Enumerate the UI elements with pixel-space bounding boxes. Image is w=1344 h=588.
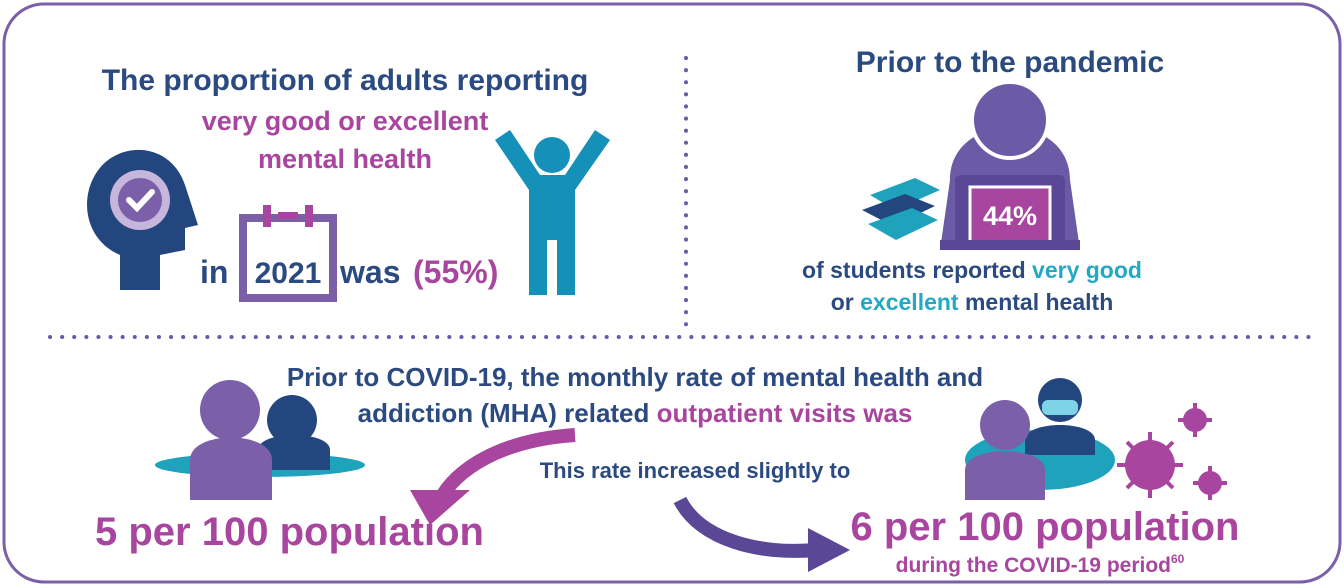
adults-year: 2021 [255, 257, 322, 290]
students-highlight: very good [1032, 257, 1142, 283]
students-highlight: excellent [860, 289, 959, 315]
students-value: 44% [983, 201, 1037, 231]
students-text: or [831, 289, 854, 315]
adults-title: The proportion of adults reporting [102, 64, 589, 97]
adults-highlight: mental health [258, 144, 432, 174]
outpatient-increase: This rate increased slightly to [540, 458, 851, 483]
infographic: The proportion of adults reporting very … [0, 0, 1344, 588]
adults-was: was [339, 254, 400, 290]
adults-highlight: very good or excellent [202, 106, 489, 136]
outpatient-highlight: outpatient visits was [657, 398, 913, 428]
students-title: Prior to the pandemic [856, 46, 1164, 79]
students-text: of students reported very good [802, 257, 1142, 283]
outpatient-period: during the COVID-19 period [896, 554, 1171, 577]
outpatient-after: 6 per 100 population [851, 505, 1240, 549]
adults-in: in [200, 254, 228, 290]
students-text: of students reported [802, 257, 1026, 283]
outpatient-intro: Prior to COVID-19, the monthly rate of m… [287, 362, 983, 392]
footnote: 60 [1171, 552, 1185, 566]
outpatient-period: during the COVID-19 period60 [896, 552, 1185, 577]
outpatient-intro: addiction (MHA) related outpatient visit… [358, 398, 913, 428]
outpatient-intro: addiction (MHA) related [358, 398, 650, 428]
students-text: mental health [965, 289, 1113, 315]
outpatient-before: 5 per 100 population [95, 510, 484, 554]
students-text: or excellent mental health [831, 289, 1114, 315]
adults-value: (55%) [413, 254, 498, 290]
